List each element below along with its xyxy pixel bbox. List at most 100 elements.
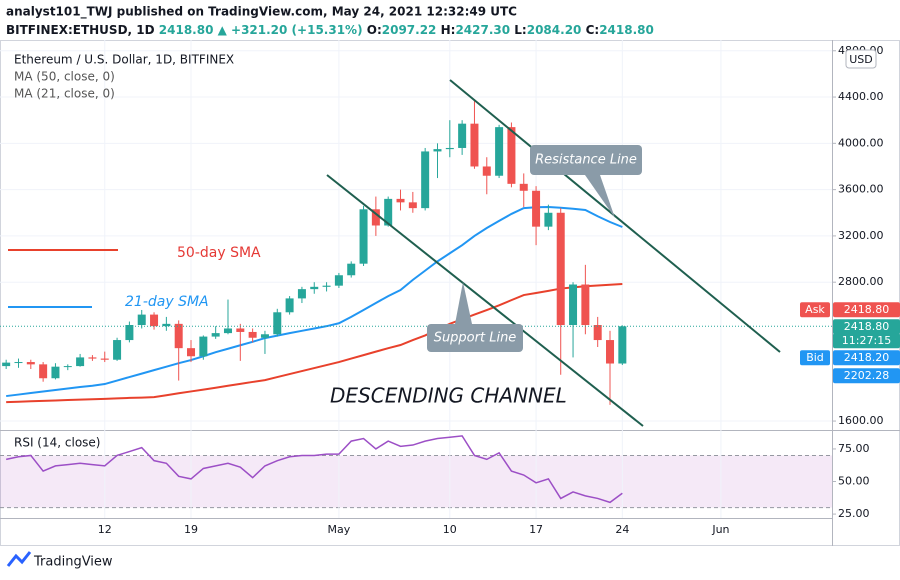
ask-tag-box: [800, 302, 830, 318]
candle-body: [532, 190, 541, 227]
candle-body: [100, 358, 109, 360]
ma-value-box: [833, 368, 900, 384]
candle-body: [88, 357, 97, 359]
candle-body: [384, 198, 393, 226]
candle-body: [162, 323, 171, 327]
candle-body: [482, 166, 491, 176]
resistance-trendline: [449, 79, 781, 353]
quote-line: BITFINEX:ETHUSD, 1D 2418.80 ▲ +321.20 (+…: [6, 23, 654, 37]
candle-body: [347, 263, 356, 276]
candle-body: [76, 357, 85, 367]
callout-pointer: [585, 175, 615, 218]
candle-body: [26, 362, 35, 365]
channel-label: DESCENDING CHANNEL: [330, 384, 567, 408]
bid-tag-box: [800, 350, 830, 366]
x-tick-label: 17: [529, 523, 543, 536]
candle-body: [14, 362, 23, 364]
last-price-box: [833, 319, 900, 335]
y-tick-label: 3600.00: [838, 183, 884, 196]
candle-body: [433, 149, 442, 152]
ask-price: 2418.80: [844, 303, 890, 316]
candle-body: [113, 340, 122, 360]
candle-body: [569, 284, 578, 326]
bid-price: 2418.20: [844, 351, 890, 364]
symbol: BITFINEX:ETHUSD, 1D: [6, 23, 155, 37]
candle-body: [593, 325, 602, 341]
candle-body: [322, 285, 331, 287]
logo-icon: [6, 551, 32, 567]
logo: TradingView: [6, 551, 113, 570]
candle-body: [125, 325, 134, 341]
resistance-callout: [530, 145, 642, 175]
ask-price-box: [833, 302, 900, 318]
candle-body: [556, 212, 565, 326]
currency-box: [845, 49, 877, 69]
x-tick-label: 12: [98, 523, 112, 536]
rsi-band: [0, 455, 832, 508]
candle-body: [285, 298, 294, 313]
candle-body: [39, 364, 48, 379]
bid-tag: Bid: [806, 351, 824, 364]
candle-body: [248, 331, 257, 338]
candle-body: [223, 328, 232, 334]
candle-body: [187, 348, 196, 357]
candle-body: [396, 198, 405, 203]
candle-body: [2, 362, 11, 367]
ma-value: 2202.28: [844, 369, 890, 382]
ohlc-value: 2097.22: [382, 23, 437, 37]
price: 2418.80: [159, 23, 214, 37]
callout-pointer: [455, 282, 472, 324]
ohlc-value: 2418.80: [599, 23, 654, 37]
ask-tag: Ask: [805, 303, 825, 316]
candle-body: [581, 284, 590, 326]
ohlc-value: 2084.20: [527, 23, 582, 37]
x-tick-label: 10: [443, 523, 457, 536]
plot: 1600.00 2800.00 3200.00 3600.00 4000.00 4400.…: [0, 40, 884, 536]
candle-body: [51, 366, 60, 379]
y-tick-label: 4000.00: [838, 136, 884, 149]
sma21-label: 21-day SMA: [125, 294, 209, 310]
ohlc-value: 2427.30: [455, 23, 510, 37]
ohlc-label: L:: [514, 23, 526, 37]
candle-body: [507, 127, 516, 184]
resistance-label: Resistance Line: [535, 153, 637, 168]
candle-body: [174, 323, 183, 349]
candle-body: [310, 286, 319, 290]
y-tick-label: 75.00: [838, 442, 870, 455]
candle-body: [519, 183, 528, 191]
ma-line: [6, 283, 623, 404]
bid-price-box: [833, 350, 900, 366]
y-tick-label: 2800.00: [838, 275, 884, 288]
candle-body: [470, 123, 479, 167]
countdown-box: [833, 333, 900, 349]
candle-body: [544, 212, 553, 227]
candle-body: [211, 333, 220, 337]
candle-body: [334, 275, 343, 286]
last-price: 2418.80: [844, 320, 890, 333]
ohlc-label: O:: [367, 23, 382, 37]
y-tick-label: 3200.00: [838, 229, 884, 242]
candle-body: [371, 209, 380, 226]
support-label: Support Line: [434, 331, 517, 346]
candle-body: [260, 334, 269, 338]
y-tick-label: 25.00: [838, 507, 870, 520]
candle-body: [359, 209, 368, 264]
legend-entry: MA (50, close, 0): [14, 70, 115, 84]
ohlc-label: H:: [441, 23, 456, 37]
candle-body: [273, 312, 282, 335]
candle-body: [495, 127, 504, 176]
publisher: analyst101_TWJ published on TradingView.…: [6, 5, 517, 20]
legend-entry: MA (21, close, 0): [14, 87, 115, 101]
candle-body: [606, 340, 615, 364]
candle-body: [63, 366, 72, 368]
y-tick-label: 50.00: [838, 475, 870, 488]
candle-body: [150, 314, 159, 327]
candle-body: [458, 123, 467, 148]
candle-body: [137, 314, 146, 326]
candle-body: [199, 336, 208, 357]
candle-body: [236, 328, 245, 332]
x-tick-label: 24: [615, 523, 629, 536]
x-tick-label: May: [328, 523, 351, 536]
